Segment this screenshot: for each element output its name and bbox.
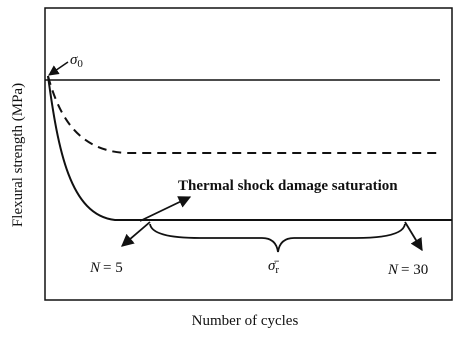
n5-label: N = 5 [89, 260, 123, 276]
subscript: 0 [77, 58, 83, 70]
x-axis-label: Number of cycles [192, 313, 299, 329]
plot-frame [44, 7, 453, 301]
rest: = 30 [401, 262, 428, 278]
y-axis-label: Flexural strength (MPa) [10, 83, 26, 227]
sigma-r-label: σ̄r [268, 258, 279, 276]
rest: = 5 [103, 260, 123, 276]
symbol: σ̄ [268, 258, 279, 274]
brace [149, 223, 406, 253]
dashed-curve [47, 75, 440, 154]
symbol: σ [70, 52, 78, 68]
n30-arrow [404, 221, 423, 252]
saturation-arrow [139, 196, 192, 222]
variable: N [387, 262, 399, 278]
n5-arrow [121, 221, 151, 247]
lower-curve [47, 75, 452, 221]
variable: N [89, 260, 101, 276]
sigma0-arrow [48, 61, 69, 76]
n30-label: N = 30 [387, 262, 428, 278]
sigma0-label: σ0 [70, 52, 83, 70]
saturation-label: Thermal shock damage saturation [178, 178, 398, 194]
subscript: r [275, 264, 279, 276]
